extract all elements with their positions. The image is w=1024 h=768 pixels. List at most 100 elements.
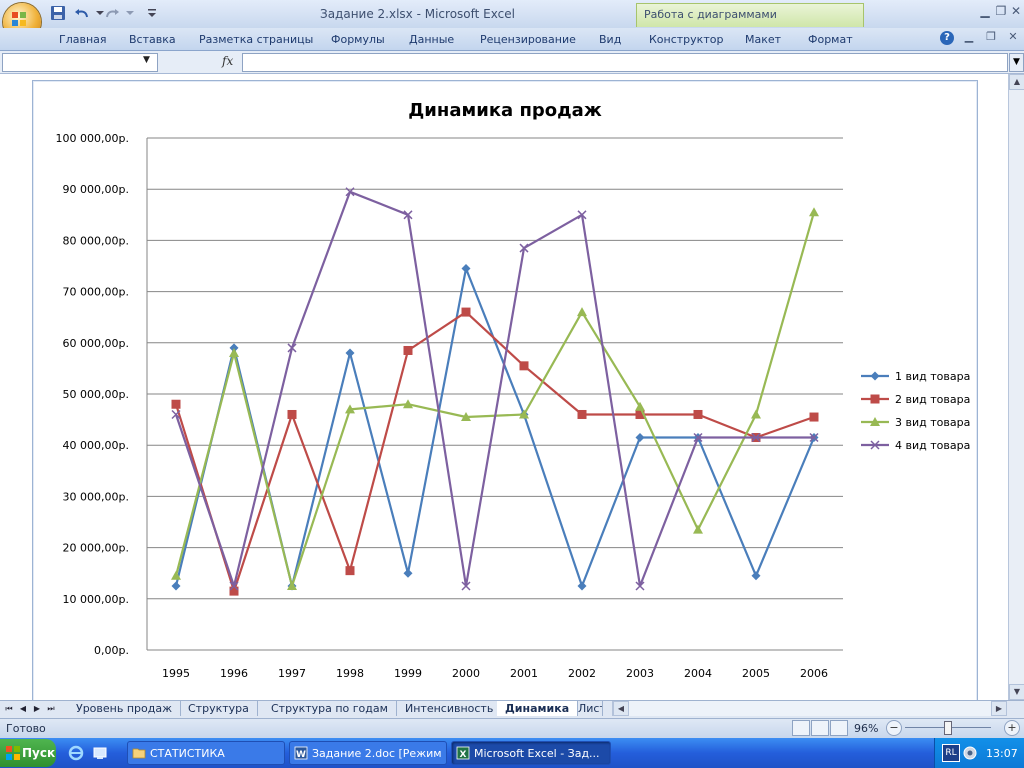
tab-format[interactable]: Формат [808, 33, 853, 46]
scroll-down-icon[interactable]: ▼ [1009, 684, 1024, 700]
save-icon[interactable] [50, 5, 66, 21]
insert-function-icon[interactable]: fx [222, 54, 234, 68]
word-icon: W [294, 746, 308, 760]
y-tick-label: 70 000,00р. [63, 286, 129, 299]
legend-marker [870, 394, 880, 404]
minimize-workbook-icon[interactable]: ▁ [964, 30, 974, 43]
taskbar-item-word-doc[interactable]: Задание 2.doc [Режим ... [289, 741, 447, 765]
data-point [577, 210, 587, 220]
tray-app-icon[interactable] [962, 745, 978, 761]
tab-data[interactable]: Данные [409, 33, 455, 46]
chart-plot-area[interactable] [171, 187, 819, 596]
sheet-tab-structure[interactable]: Структура [180, 701, 258, 716]
data-point [287, 581, 297, 590]
legend-marker [870, 440, 880, 450]
tab-layout[interactable]: Макет [745, 33, 782, 46]
last-sheet-icon[interactable]: ⏭ [47, 704, 55, 713]
show-desktop-icon[interactable] [92, 745, 108, 761]
chart-gridlines [147, 137, 843, 651]
first-sheet-icon[interactable]: ⏮ [5, 704, 13, 713]
data-point [229, 343, 239, 353]
horizontal-scrollbar[interactable]: ◀ ▶ [612, 701, 1007, 716]
zoom-in-icon[interactable]: + [1004, 720, 1020, 736]
legend-item: 2 вид товара [861, 393, 970, 406]
x-tick-label: 2006 [800, 667, 828, 680]
zoom-slider-thumb[interactable] [944, 721, 952, 735]
taskbar-item-statistics[interactable]: СТАТИСТИКА [127, 741, 285, 765]
sheet-tab-structure-by-year[interactable]: Структура по годам [263, 701, 397, 716]
x-axis[interactable]: 1995 1996 1997 1998 1999 2000 2001 2002 2003 2004… [162, 667, 828, 680]
restore-workbook-icon[interactable]: ❐ [986, 30, 996, 43]
customize-quick-access-icon[interactable] [144, 5, 160, 21]
vertical-scrollbar[interactable]: ▲ ▼ [1008, 74, 1024, 700]
series-4 [171, 187, 819, 591]
redo-icon[interactable] [104, 5, 120, 21]
undo-icon[interactable] [74, 5, 90, 21]
data-point [693, 409, 703, 419]
tab-formulas[interactable]: Формулы [331, 33, 385, 46]
minimize-window-icon[interactable]: ▁ [980, 4, 990, 18]
undo-dropdown-icon[interactable] [92, 5, 108, 21]
help-icon[interactable]: ? [940, 31, 954, 45]
line-chart[interactable]: Динамика продаж 0,00р. 10 000,00р. 20 000,… [33, 81, 977, 701]
sheet-tab-dynamics[interactable]: Динамика [497, 701, 579, 716]
close-workbook-icon[interactable]: ✕ [1008, 30, 1018, 43]
data-point [287, 343, 297, 353]
data-point [693, 524, 703, 534]
chart-tools-context-group [636, 3, 864, 27]
chart-legend[interactable]: 1 вид товара 2 вид товара 3 вид товара 4 ви… [861, 370, 970, 452]
tab-view[interactable]: Вид [599, 33, 622, 46]
tab-home[interactable]: Главная [59, 33, 107, 46]
formula-input[interactable] [242, 53, 1008, 72]
y-axis[interactable]: 0,00р. 10 000,00р. 20 000,00р. 30 000,00р. 4… [56, 132, 148, 657]
page-layout-view-icon[interactable] [811, 720, 829, 736]
zoom-level[interactable]: 96% [854, 722, 879, 735]
y-tick-label: 30 000,00р. [63, 490, 129, 503]
data-point [577, 409, 587, 419]
scroll-left-icon[interactable]: ◀ [613, 701, 629, 716]
tab-review[interactable]: Рецензирование [480, 33, 576, 46]
prev-sheet-icon[interactable]: ◀ [19, 704, 27, 713]
start-label: Пуск [22, 746, 56, 760]
legend-label: 3 вид товара [895, 416, 970, 429]
sheet-tab-sales-level[interactable]: Уровень продаж [68, 701, 181, 716]
zoom-out-icon[interactable]: − [886, 720, 902, 736]
next-sheet-icon[interactable]: ▶ [33, 704, 41, 713]
internet-explorer-icon[interactable] [68, 745, 84, 761]
tab-page-layout[interactable]: Разметка страницы [199, 33, 314, 46]
scroll-right-icon[interactable]: ▶ [991, 701, 1007, 716]
y-tick-label: 20 000,00р. [63, 542, 129, 555]
tab-insert[interactable]: Вставка [129, 33, 176, 46]
folder-icon [132, 748, 146, 759]
data-point [635, 409, 645, 419]
data-point [345, 187, 355, 197]
y-tick-label: 50 000,00р. [63, 388, 129, 401]
chart-area[interactable]: Динамика продаж 0,00р. 10 000,00р. 20 000,… [32, 80, 978, 702]
page-break-view-icon[interactable] [830, 720, 848, 736]
x-tick-label: 1997 [278, 667, 306, 680]
sheet-tab-sheet[interactable]: Лист [574, 701, 603, 716]
scroll-up-icon[interactable]: ▲ [1009, 74, 1024, 90]
language-indicator[interactable]: RL [942, 744, 960, 762]
data-point [229, 581, 239, 591]
tab-design[interactable]: Конструктор [649, 33, 724, 46]
sheet-tab-intensity[interactable]: Интенсивность [397, 701, 503, 716]
data-point [461, 264, 471, 274]
normal-view-icon[interactable] [792, 720, 810, 736]
name-box[interactable] [2, 53, 158, 72]
data-point [519, 361, 529, 371]
expand-formula-bar-icon[interactable]: ▼ [1009, 53, 1024, 72]
legend-label: 4 вид товара [895, 439, 970, 452]
redo-dropdown-icon[interactable] [122, 5, 138, 21]
series-line [174, 211, 816, 588]
y-tick-label: 80 000,00р. [63, 234, 129, 247]
taskbar-item-excel[interactable]: Microsoft Excel - Зад... [451, 741, 611, 765]
close-window-icon[interactable]: ✕ [1010, 4, 1022, 18]
start-button[interactable]: Пуск [0, 739, 56, 767]
restore-window-icon[interactable]: ❐ [995, 4, 1007, 18]
name-box-dropdown-icon[interactable]: ▼ [143, 55, 150, 65]
data-point [345, 404, 355, 414]
chart-title[interactable]: Динамика продаж [408, 100, 602, 121]
data-point [403, 210, 413, 220]
y-tick-label: 60 000,00р. [63, 337, 129, 350]
